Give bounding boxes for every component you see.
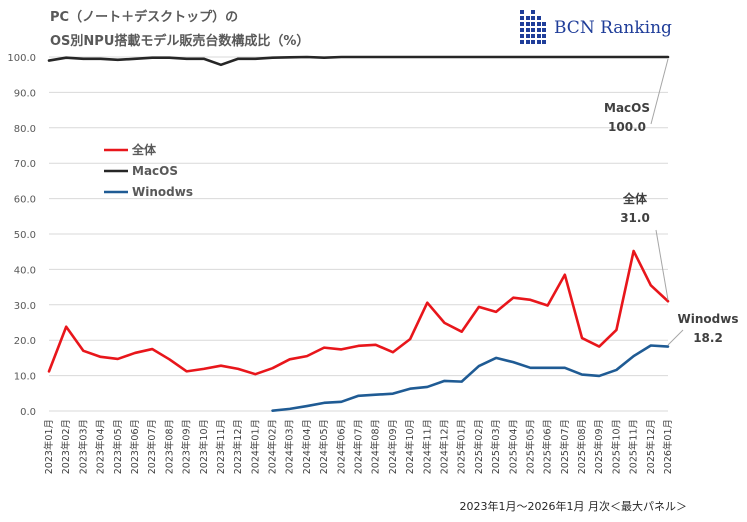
callout-leader: [667, 329, 684, 346]
x-tick-label: 2025年06月: [542, 419, 554, 474]
series-line-2: [271, 344, 670, 412]
x-tick-label: 2023年08月: [163, 419, 175, 474]
x-tick-label: 2023年05月: [112, 419, 124, 474]
x-tick-label: 2025年12月: [645, 419, 657, 474]
x-tick-label: 2023年11月: [215, 419, 227, 474]
bcn-logo-mark-icon: [520, 10, 546, 44]
x-tick-label: 2025年04月: [507, 419, 519, 474]
y-tick-label: 10.0: [14, 372, 36, 383]
bcn-ranking-logo: BCN Ranking: [520, 10, 672, 50]
x-tick-label: 2023年10月: [198, 419, 210, 474]
footer-note: 2023年1月～2026年1月 月次＜最大パネル＞: [459, 500, 687, 513]
legend-label: 全体: [131, 142, 157, 157]
x-tick-label: 2024年11月: [421, 419, 433, 474]
y-tick-label: 90.0: [14, 88, 36, 99]
x-tick-label: 2024年03月: [284, 419, 296, 474]
x-tick-label: 2025年08月: [576, 419, 588, 474]
x-tick-label: 2023年01月: [43, 419, 55, 474]
x-tick-label: 2024年04月: [301, 419, 313, 474]
x-tick-label: 2024年10月: [404, 419, 416, 474]
x-tick-label: 2025年11月: [628, 419, 640, 474]
y-tick-label: 40.0: [14, 265, 36, 276]
callout-leader: [650, 58, 669, 125]
series-line-0: [47, 249, 670, 376]
x-tick-label: 2025年03月: [490, 419, 502, 474]
x-tick-label: 2026年01月: [662, 419, 674, 474]
x-tick-label: 2025年09月: [593, 419, 605, 474]
x-tick-label: 2024年07月: [353, 419, 365, 474]
x-tick-label: 2025年02月: [473, 419, 485, 474]
x-tick-label: 2025年10月: [610, 419, 622, 474]
y-tick-label: 20.0: [14, 336, 36, 347]
legend-label: Winodws: [132, 185, 193, 199]
x-tick-label: 2024年08月: [370, 419, 382, 474]
y-tick-label: 0.0: [20, 407, 36, 418]
x-tick-label: 2023年06月: [129, 419, 141, 474]
series-line-1: [47, 55, 670, 67]
x-tick-label: 2024年12月: [438, 419, 450, 474]
y-tick-label: 50.0: [14, 230, 36, 241]
y-tick-label: 100.0: [7, 53, 36, 64]
y-tick-label: 60.0: [14, 195, 36, 206]
y-tick-label: 80.0: [14, 124, 36, 135]
x-tick-label: 2023年07月: [146, 419, 158, 474]
callout-value-label: 100.0: [608, 120, 646, 134]
callout-value-label: 31.0: [620, 211, 650, 225]
x-tick-label: 2023年02月: [60, 419, 72, 474]
x-tick-label: 2025年07月: [559, 419, 571, 474]
callout-value-label: 18.2: [693, 331, 723, 345]
callout-series-label: Winodws: [678, 312, 739, 326]
callout-series-label: 全体: [622, 191, 648, 206]
callout-series-label: MacOS: [604, 101, 650, 115]
x-tick-label: 2024年06月: [335, 419, 347, 474]
logo-text: BCN Ranking: [554, 18, 672, 38]
callout-leader: [655, 229, 669, 301]
x-tick-label: 2023年03月: [77, 419, 89, 474]
chart-title-line2: OS別NPU搭載モデル販売台数構成比（%）: [50, 34, 310, 49]
x-tick-label: 2023年12月: [232, 419, 244, 474]
y-tick-label: 30.0: [14, 301, 36, 312]
x-tick-label: 2024年05月: [318, 419, 330, 474]
x-tick-label: 2025年05月: [524, 419, 536, 474]
y-tick-label: 70.0: [14, 159, 36, 170]
legend-label: MacOS: [132, 164, 178, 178]
x-tick-label: 2023年09月: [181, 419, 193, 474]
x-tick-label: 2024年01月: [249, 419, 261, 474]
x-tick-label: 2024年02月: [267, 419, 279, 474]
x-tick-label: 2023年04月: [95, 419, 107, 474]
x-tick-label: 2025年01月: [456, 419, 468, 474]
x-tick-label: 2024年09月: [387, 419, 399, 474]
chart-title-line1: PC（ノート＋デスクトップ）の: [50, 10, 239, 25]
